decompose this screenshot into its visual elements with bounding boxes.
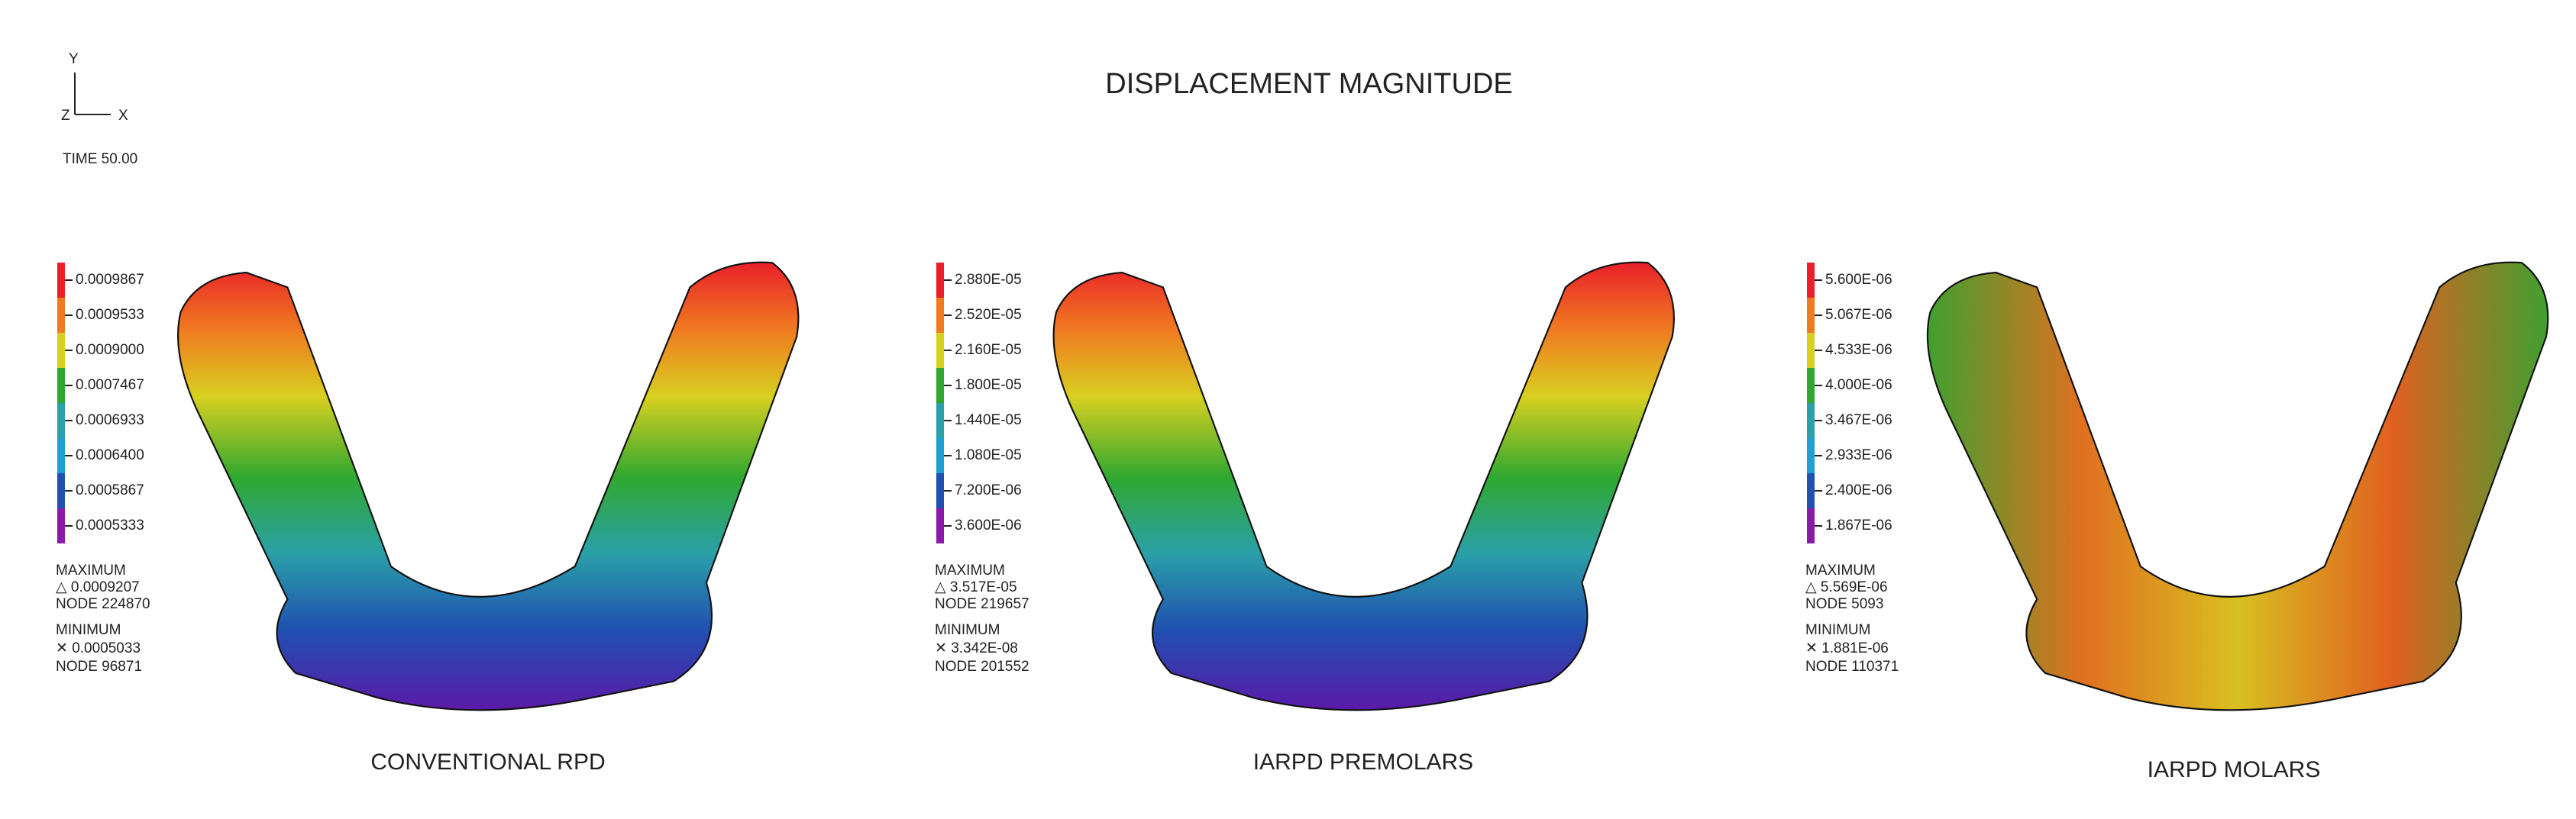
model (177, 261, 800, 711)
legend-label: 2.520E-05 (955, 307, 1022, 323)
colorbar-segment (57, 508, 65, 543)
minimum-node: NODE 201552 (935, 659, 1029, 675)
maximum-node: NODE 5093 (1805, 596, 1883, 612)
caption: CONVENTIONAL RPD (370, 750, 605, 775)
colorbar-segment (1807, 368, 1815, 403)
legend-label: 1.080E-05 (955, 447, 1022, 463)
legend-label: 0.0009533 (76, 307, 144, 323)
colorbar-segment (936, 403, 944, 438)
minimum-node: NODE 110371 (1805, 659, 1899, 675)
legend-label: 3.467E-06 (1825, 412, 1892, 428)
title: DISPLACEMENT MAGNITUDE (1105, 68, 1512, 100)
colorbar-segment (1807, 333, 1815, 368)
colorbar-segment (1807, 508, 1815, 543)
colorbar-segment (936, 298, 944, 333)
legend-label: 0.0009000 (76, 342, 144, 358)
maximum-label: MAXIMUM (935, 563, 1005, 579)
maximum-value: △ 5.569E-06 (1805, 579, 1888, 595)
caption: IARPD MOLARS (2148, 757, 2321, 782)
maximum-node: NODE 224870 (56, 596, 150, 612)
legend-label: 1.867E-06 (1825, 518, 1892, 534)
colorbar-segment (936, 508, 944, 543)
legend-label: 0.0005333 (76, 518, 144, 534)
legend-label: 2.933E-06 (1825, 447, 1892, 463)
maximum-label: MAXIMUM (1805, 563, 1876, 579)
legend-label: 4.000E-06 (1825, 377, 1892, 393)
minimum-value: ✕ 0.0005033 (56, 640, 141, 656)
maximum-label: MAXIMUM (56, 563, 126, 579)
legend-label: 0.0009867 (76, 272, 144, 288)
colorbar-segment (1807, 438, 1815, 473)
model (1926, 261, 2549, 711)
colorbar-segment (57, 333, 65, 368)
colorbar-segment (1807, 403, 1815, 438)
colorbar-segment (1807, 263, 1815, 298)
colorbar-segment (57, 298, 65, 333)
colorbar-segment (57, 438, 65, 473)
minimum-label: MINIMUM (56, 622, 121, 638)
minimum-label: MINIMUM (935, 622, 1000, 638)
triad-z: Z (61, 108, 70, 124)
legend-label: 2.880E-05 (955, 272, 1022, 288)
legend-label: 0.0006400 (76, 447, 144, 463)
colorbar-segment (936, 263, 944, 298)
minimum-value: ✕ 3.342E-08 (935, 640, 1018, 656)
colorbar-segment (1807, 298, 1815, 333)
legend-label: 1.800E-05 (955, 377, 1022, 393)
colorbar-segment (936, 438, 944, 473)
colorbar-segment (1807, 473, 1815, 508)
colorbar-segment (936, 473, 944, 508)
colorbar-segment (57, 473, 65, 508)
axis-triad: Y Z X (61, 51, 128, 124)
colorbar-segment (57, 263, 65, 298)
legend-label: 5.600E-06 (1825, 272, 1892, 288)
legend-label: 2.160E-05 (955, 342, 1022, 358)
legend-label: 7.200E-06 (955, 482, 1022, 498)
maximum-node: NODE 219657 (935, 596, 1029, 612)
legend-label: 0.0007467 (76, 377, 144, 393)
colorbar-segment (57, 368, 65, 403)
model (1052, 261, 1675, 711)
minimum-label: MINIMUM (1805, 622, 1870, 638)
time-label: TIME 50.00 (63, 151, 137, 167)
legend-label: 2.400E-06 (1825, 482, 1892, 498)
legend-label: 0.0006933 (76, 412, 144, 428)
legend-label: 5.067E-06 (1825, 307, 1892, 323)
caption: IARPD PREMOLARS (1253, 750, 1473, 775)
colorbar-segment (936, 333, 944, 368)
legend-label: 1.440E-05 (955, 412, 1022, 428)
legend-label: 0.0005867 (76, 482, 144, 498)
legend-label: 4.533E-06 (1825, 342, 1892, 358)
maximum-value: △ 0.0009207 (56, 579, 140, 595)
minimum-node: NODE 96871 (56, 659, 142, 675)
triad-x: X (118, 108, 128, 124)
legend-label: 3.600E-06 (955, 518, 1022, 534)
maximum-value: △ 3.517E-05 (935, 579, 1017, 595)
triad-y: Y (69, 51, 79, 67)
colorbar-segment (936, 368, 944, 403)
minimum-value: ✕ 1.881E-06 (1805, 640, 1889, 656)
colorbar-segment (57, 403, 65, 438)
